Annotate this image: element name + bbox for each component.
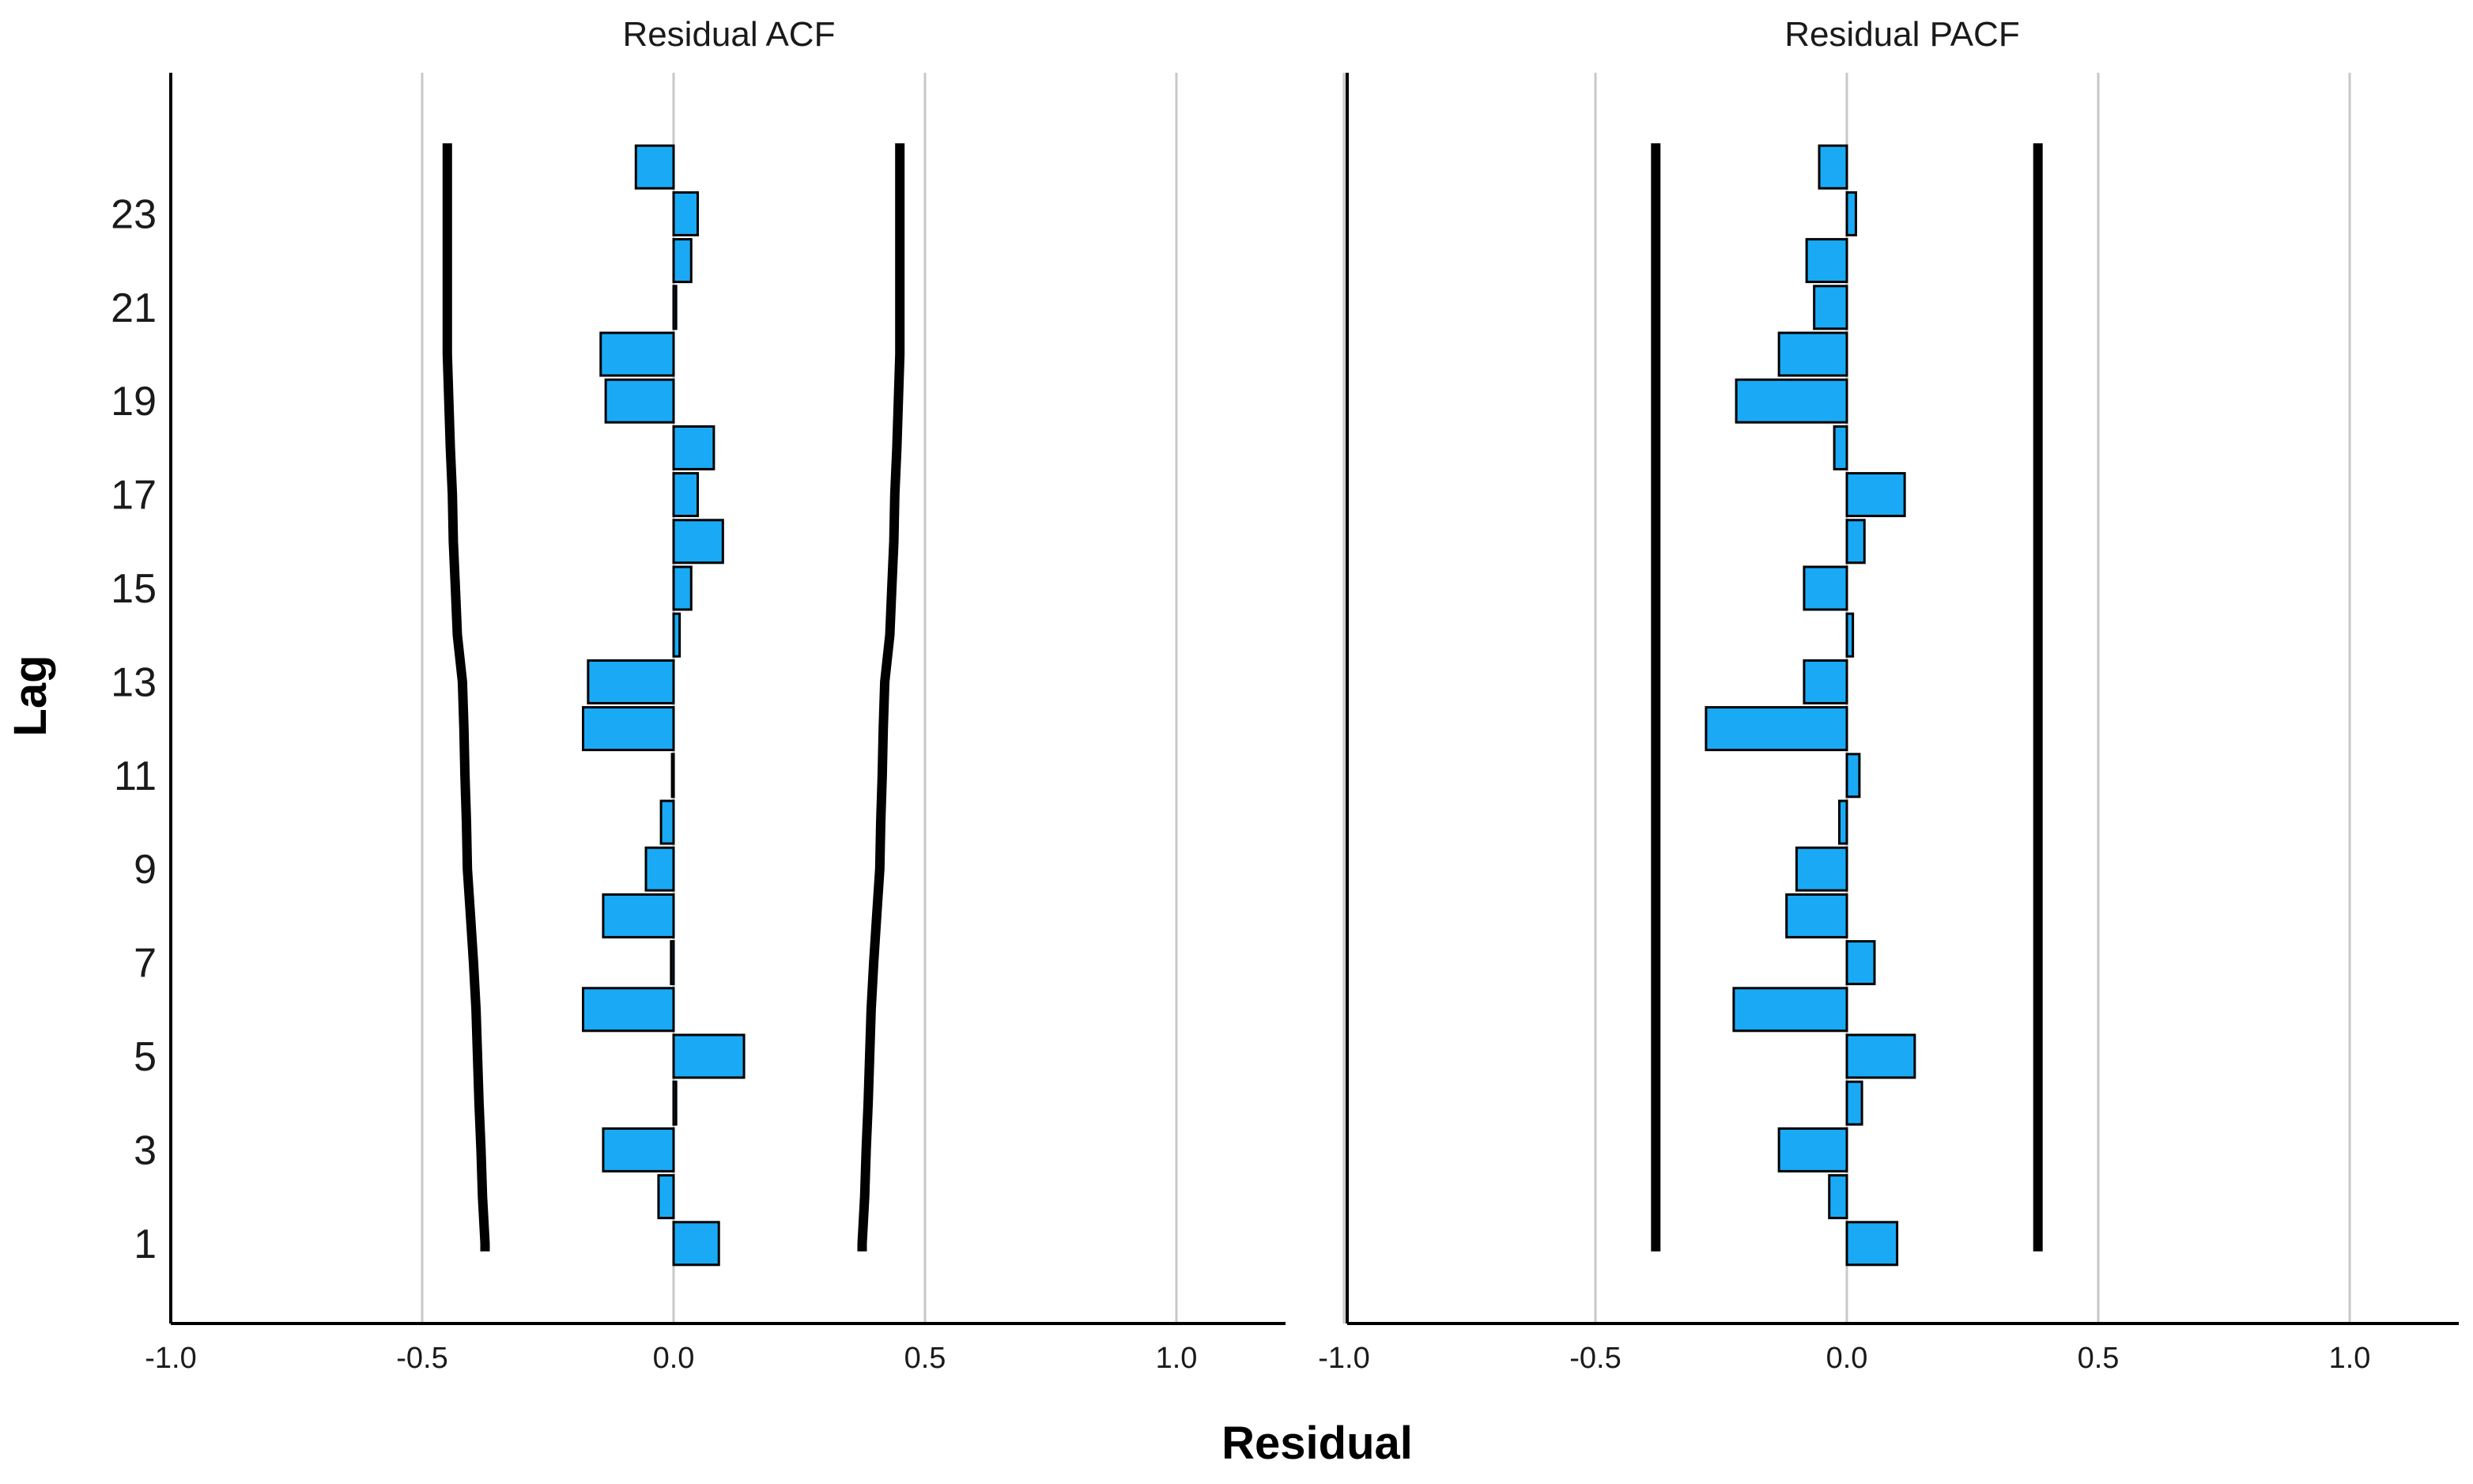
x-tick-label: -1.0 [1318,1342,1369,1375]
bar-lag-12 [582,706,675,752]
bar-lag-23 [1845,191,1857,236]
bar-lag-5 [672,1033,746,1079]
x-tick-label: 1.0 [1156,1342,1198,1375]
x-tick-label: -0.5 [396,1342,447,1375]
bar-lag-16 [1845,519,1866,565]
bar-lag-21 [672,285,678,330]
bar-lag-1 [672,1221,720,1267]
y-tick-label: 9 [134,847,157,893]
bar-lag-16 [672,519,724,565]
panel-title: Residual PACF [1784,15,2020,54]
bar-lag-15 [1803,565,1848,611]
x-tick-label: 1.0 [2329,1342,2371,1375]
bar-lag-4 [1845,1080,1863,1126]
bar-lag-18 [672,425,715,470]
bar-lag-24 [634,144,675,190]
panels-layer: -1.0 -0.5 0.0 0.5 1.01357911131517192123Resi… [111,15,2459,1375]
x-tick-label: 0.0 [1826,1342,1868,1375]
bar-lag-8 [602,893,675,938]
bar-lag-21 [1813,285,1848,330]
bar-lag-12 [1705,706,1848,752]
bar-lag-23 [672,191,700,236]
bar-lag-20 [1777,331,1848,377]
bar-lag-17 [1845,472,1906,518]
bar-lag-9 [1795,846,1848,892]
y-tick-label: 23 [111,191,157,237]
bar-lag-11 [670,753,675,799]
y-tick-label: 19 [111,379,157,425]
bar-lag-15 [672,565,693,611]
bar-lag-6 [582,987,675,1033]
bar-lag-4 [672,1080,678,1126]
x-tick-label: 0.5 [904,1342,946,1375]
bar-lag-14 [672,612,681,658]
bar-lag-19 [1735,378,1848,424]
bar-lag-8 [1785,893,1848,938]
bar-lag-20 [599,331,675,377]
y-tick-label: 11 [114,753,157,799]
y-tick-label: 21 [111,285,157,331]
bar-lag-2 [1828,1174,1848,1220]
bar-lag-2 [657,1174,675,1220]
y-tick-label: 17 [111,473,157,519]
bar-lag-1 [1845,1221,1899,1267]
y-tick-label: 15 [111,566,157,612]
y-axis-title: Lag [5,655,56,736]
bar-lag-19 [604,378,675,424]
bar-lag-22 [1805,238,1848,284]
x-tick-label: -1.0 [145,1342,196,1375]
x-axis-title: Residual [1221,1418,1413,1469]
bar-lag-6 [1732,987,1848,1033]
x-tick-label: 0.5 [2078,1342,2120,1375]
bar-lag-13 [1803,659,1848,704]
bar-lag-10 [659,799,675,845]
bar-lag-13 [587,659,675,704]
bar-lag-11 [1845,753,1861,799]
upper-confidence-limit [857,143,905,1252]
y-tick-label: 1 [134,1222,157,1267]
bar-lag-18 [1833,425,1848,470]
bar-lag-14 [1845,612,1855,658]
y-tick-label: 7 [134,941,157,987]
y-tick-label: 13 [111,659,157,705]
bar-lag-10 [1837,799,1848,845]
y-tick-label: 3 [134,1127,157,1173]
bar-lag-24 [1818,144,1848,190]
y-tick-label: 5 [134,1034,157,1080]
bar-lag-3 [602,1127,675,1172]
x-tick-label: 0.0 [653,1342,695,1375]
bar-lag-22 [672,238,693,284]
x-tick-label: -0.5 [1569,1342,1621,1375]
bar-lag-9 [644,846,675,892]
bar-lag-17 [672,472,700,518]
lower-confidence-limit [442,143,490,1252]
panel-pacf: -1.0 -0.5 0.0 0.5 1.0 Residual PACF [1318,15,2459,1375]
panel-title: Residual ACF [622,15,835,54]
panel-acf: -1.0 -0.5 0.0 0.5 1.01357911131517192123Resi… [111,15,1286,1375]
bar-lag-7 [670,940,675,986]
bar-lag-7 [1845,940,1876,986]
bar-lag-3 [1777,1127,1848,1172]
bar-lag-5 [1845,1033,1916,1079]
